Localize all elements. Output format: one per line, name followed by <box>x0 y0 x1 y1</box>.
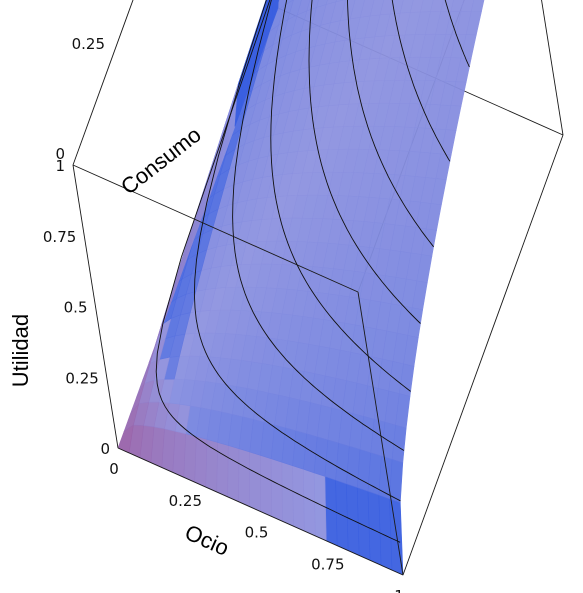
x-tick-label: 1 <box>394 587 404 593</box>
z-tick-label: 0.75 <box>43 228 76 246</box>
contour-layer <box>155 0 470 543</box>
z-tick-label: 0.25 <box>65 369 98 387</box>
surface-facet <box>450 0 464 12</box>
box-edge-ocio-axis <box>117 447 404 576</box>
x-tick-label: 0.5 <box>245 524 269 542</box>
contour-line <box>232 0 405 451</box>
tick-labels: 00.250.50.75100.250.50.75100.250.50.751 <box>43 35 404 593</box>
x-tick-label: 0.75 <box>311 555 344 573</box>
contour-line <box>444 0 470 68</box>
x-axis-title: Ocio <box>181 520 233 561</box>
box-edge-front-right-vertical <box>357 291 404 576</box>
z-tick-label: 1 <box>55 157 65 175</box>
contour-line <box>308 0 421 324</box>
surface-layer <box>117 0 485 576</box>
surface-facet <box>281 461 294 527</box>
surface-facet <box>325 0 337 5</box>
surface-facet <box>460 0 475 12</box>
surface-facet <box>389 0 404 15</box>
surface-facet <box>470 0 485 12</box>
front-box-edges <box>72 134 564 576</box>
surface-facet <box>399 0 414 14</box>
y-axis-title: Consumo <box>116 122 206 200</box>
surface-facet <box>420 0 434 13</box>
surface-facet <box>409 0 424 13</box>
surface-facet <box>270 458 283 522</box>
surface-facet <box>335 0 345 3</box>
surface-facet <box>430 0 444 12</box>
contour-line <box>391 0 451 162</box>
x-tick-label: 0.25 <box>169 492 202 510</box>
surface-facet <box>260 454 272 517</box>
surface-facet <box>216 442 229 498</box>
surface-facet <box>292 465 305 532</box>
x-tick-label: 0 <box>109 460 119 478</box>
z-tick-label: 0.5 <box>64 299 88 317</box>
surface-facet <box>205 439 218 493</box>
box-edge-back-top-left <box>72 0 134 166</box>
surface-facet <box>274 0 287 14</box>
box-edge-front-top <box>72 164 359 293</box>
contour-line <box>270 0 411 392</box>
contour-line <box>155 0 401 543</box>
surface-facet <box>306 0 319 12</box>
surface-facet <box>316 0 328 8</box>
z-axis-title: Utilidad <box>8 314 33 387</box>
z-tick-label: 0 <box>100 440 110 458</box>
box-edge-right-floor <box>402 134 564 576</box>
surface-facet <box>238 448 251 508</box>
contour-line <box>193 0 401 502</box>
surface-facet <box>303 468 316 537</box>
surface-facet <box>227 445 240 503</box>
y-tick-label: 0.25 <box>72 35 105 53</box>
y-tick-label: 0 <box>55 145 65 163</box>
surface-facet <box>324 475 338 547</box>
box-edge-front-left-vertical <box>72 164 119 449</box>
surface-facet <box>249 451 261 512</box>
box-edge-right-vertical <box>541 0 564 136</box>
contour-line <box>347 0 434 248</box>
surface-facet <box>271 0 279 26</box>
surface-facet <box>265 0 274 42</box>
